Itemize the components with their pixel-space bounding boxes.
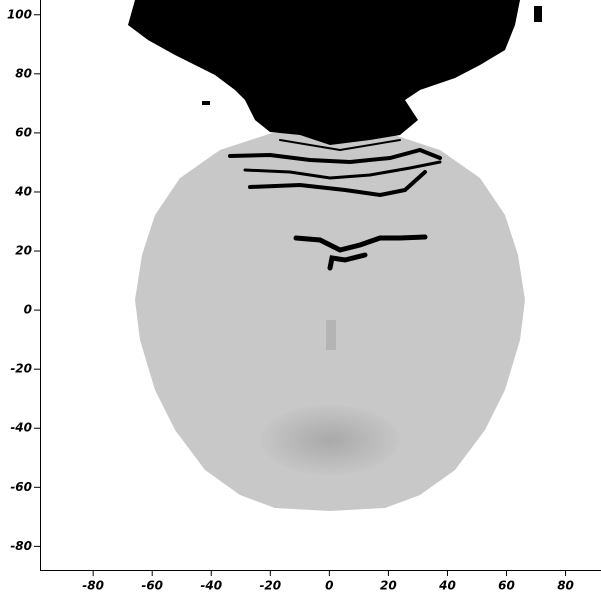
x-tick-label: 80	[557, 579, 574, 593]
y-tick-label: 100	[7, 7, 32, 21]
shade-center	[326, 320, 336, 350]
x-tick-label: 20	[380, 579, 397, 593]
y-tick-label: -80	[10, 539, 32, 553]
y-tick-label: 20	[15, 244, 32, 258]
y-tick-label: -20	[10, 362, 32, 376]
black-region	[128, 0, 520, 145]
y-tick-label: -60	[10, 480, 32, 494]
shade-bottom	[260, 405, 400, 475]
x-tick-label: -80	[82, 579, 104, 593]
x-tick-label: 60	[498, 579, 515, 593]
x-tick-label: -40	[200, 579, 222, 593]
x-tick-label: -60	[141, 579, 163, 593]
x-tick-label: 0	[325, 579, 333, 593]
y-tick-label: 0	[24, 303, 32, 317]
y-tick-label: 60	[15, 125, 32, 139]
y-tick-label: 40	[14, 184, 32, 198]
black-spot	[202, 101, 210, 105]
page: {"chart_data": {"type": "image", "xlim":…	[0, 0, 601, 596]
chart: -80 -60 -40 -20 0 20 40 60 80 100 -80 -60 -40 -20 0 20 4…	[0, 0, 601, 596]
y-tick-label: -40	[10, 421, 32, 435]
image	[128, 0, 542, 511]
x-tick-label: 40	[438, 579, 456, 593]
y-tick-label: 80	[15, 66, 32, 80]
black-spot	[534, 6, 542, 22]
x-tick-label: -20	[259, 579, 281, 593]
